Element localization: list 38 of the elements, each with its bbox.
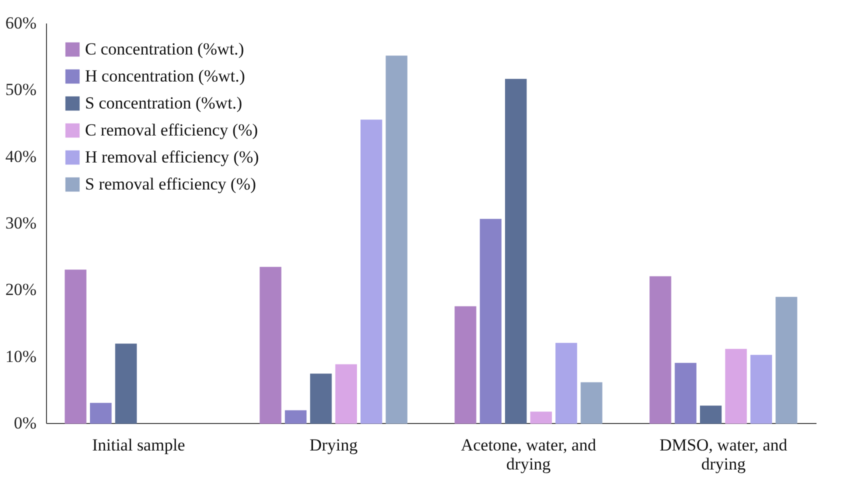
bar — [480, 218, 502, 424]
bar — [650, 276, 672, 424]
bar — [725, 348, 747, 424]
y-tick-label: 40% — [5, 146, 36, 166]
bar — [674, 362, 696, 424]
legend-label: S removal efficiency (%) — [85, 174, 256, 194]
legend-label: H removal efficiency (%) — [85, 148, 259, 166]
y-tick-label: 50% — [5, 80, 36, 100]
bar — [776, 296, 798, 424]
bar — [750, 354, 772, 424]
x-tick-label: Drying — [309, 436, 358, 454]
legend-label: C removal efficiency (%) — [85, 120, 258, 140]
legend-label: C concentration (%wt.) — [85, 40, 244, 58]
x-tick-label: DMSO, water, and drying — [660, 436, 788, 474]
y-tick-label: 20% — [5, 280, 36, 300]
bar — [335, 364, 357, 424]
x-tick-label: Acetone, water, and drying — [460, 436, 597, 474]
legend-label: S concentration (%wt.) — [85, 94, 242, 112]
y-tick-label: 0% — [14, 414, 36, 432]
bar — [555, 342, 578, 424]
y-tick-label: 10% — [5, 346, 36, 366]
bar — [454, 306, 476, 424]
bar — [386, 56, 408, 424]
bar — [505, 78, 527, 424]
legend-label: H concentration (%wt.) — [85, 66, 246, 86]
bar — [115, 344, 137, 424]
x-tick-label: Initial sample — [92, 436, 186, 454]
bar — [530, 412, 552, 424]
y-tick-label: 30% — [5, 214, 36, 232]
bar — [360, 120, 382, 424]
bar — [580, 382, 602, 424]
bar — [64, 270, 86, 424]
bar — [310, 374, 332, 424]
bar — [284, 410, 307, 424]
bar — [90, 402, 112, 424]
bar — [700, 406, 722, 424]
bar — [260, 266, 282, 424]
y-tick-label: 60% — [5, 14, 36, 32]
